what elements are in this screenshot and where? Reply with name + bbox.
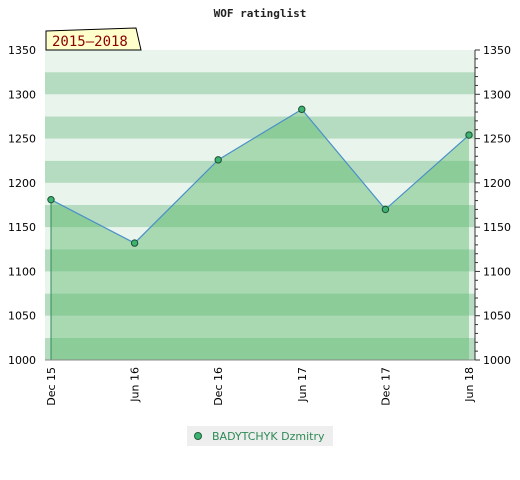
data-point [130,239,139,247]
x-tick-label: Dec 17 [379,367,392,406]
legend-box [187,426,333,446]
period-badge: 2015–2018 [45,27,142,51]
y-tick-label-right: 1200 [483,177,511,190]
y-tick-label-right: 1350 [483,44,511,57]
plot-band [45,271,475,294]
series-area [51,109,469,360]
badge-label: 2015–2018 [52,34,128,50]
y-tick-label-left: 1050 [8,310,36,323]
y-tick-label-left: 1200 [8,177,36,190]
plot-band [45,138,475,161]
plot-band [45,227,475,250]
plot-band [45,72,475,95]
y-tick-label-left: 1300 [8,88,36,101]
y-tick-label-right: 1150 [483,221,511,234]
series-line [50,108,470,244]
axes: 1000 1000 1050 1050 1100 1100 1150 1150 1200 1200… [8,44,511,406]
y-tick-label-left: 1350 [8,44,36,57]
data-point [298,105,306,114]
marker-layer [47,105,473,247]
y-tick-label-right: 1000 [483,354,511,367]
plot-band [45,94,475,117]
y-tick-label-right: 1250 [483,133,511,146]
chart-title: WOF ratinglist [214,7,307,20]
y-tick-label-left: 1100 [8,265,36,278]
plot-band [45,50,475,73]
data-point [465,131,473,139]
data-point [47,195,55,204]
legend-series-label: BADYTCHYK Dzmitry [212,430,325,443]
y-tick-label-left: 1150 [8,221,36,234]
legend[interactable]: BADYTCHYK Dzmitry [187,426,333,446]
y-tick-label-left: 1250 [8,133,36,146]
y-tick-label-right: 1100 [483,265,511,278]
area-layer [50,109,469,360]
plot-band [45,337,475,360]
plot-band [45,249,475,272]
x-tick-label: Dec 15 [45,367,58,406]
badge-box [45,27,142,51]
x-tick-label: Dec 16 [212,367,225,406]
plot-band [45,293,475,316]
plot-band [45,160,475,183]
data-point [381,205,390,214]
legend-marker-icon [194,432,202,440]
x-tick-label: Jun 16 [129,367,142,403]
plot-band [45,205,475,228]
line-layer [50,108,470,244]
x-tick-label: Jun 18 [463,367,476,403]
plot-band [45,315,475,338]
y-tick-label-right: 1050 [483,310,511,323]
plot-band [45,116,475,139]
y-tick-label-left: 1000 [8,354,36,367]
x-tick-label: Jun 17 [296,367,309,403]
y-tick-label-right: 1300 [483,88,511,101]
data-point [214,156,222,164]
